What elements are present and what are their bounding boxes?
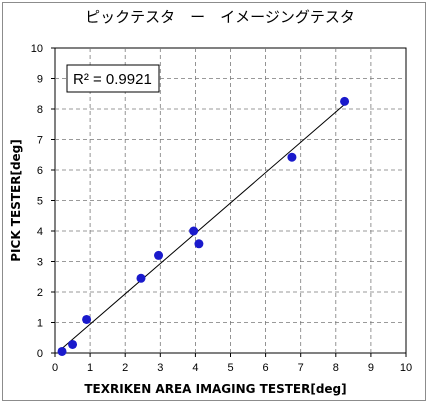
x-tick-label: 8 [333,362,339,374]
chart-title: ピックテスタ ー イメージングテスタ [85,8,355,26]
x-tick-label: 2 [122,362,128,374]
x-tick-label: 4 [192,362,198,374]
trendline-layer [58,102,347,352]
y-tick-label: 9 [37,74,43,86]
y-tick-label: 3 [37,257,43,269]
data-point [68,339,78,349]
data-point [154,250,164,260]
data-points [57,96,350,356]
x-tick-label: 6 [263,362,269,374]
y-tick-label: 2 [37,287,43,299]
grid-lines [51,47,407,357]
y-tick-label: 6 [37,165,43,177]
data-point [136,273,146,283]
x-axis-label: TEXRIKEN AREA IMAGING TESTER[deg] [84,382,346,396]
x-tick-label: 0 [52,362,58,374]
x-tick-label: 10 [400,362,412,374]
data-point [189,226,199,236]
tick-labels: 0 1 2 3 4 5 6 7 8 9 10 0 1 2 3 4 5 6 7 8 9 10 [31,43,412,374]
y-tick-label: 5 [37,196,43,208]
data-point [57,346,67,356]
y-tick-label: 7 [37,135,43,147]
x-tick-label: 5 [227,362,233,374]
y-tick-label: 0 [37,348,43,360]
x-tick-label: 9 [368,362,374,374]
data-point [340,96,350,106]
trendline [58,102,347,352]
y-tick-label: 8 [37,104,43,116]
r-squared-box: R² = 0.9921 [66,64,160,93]
x-tick-label: 7 [298,362,304,374]
data-point [287,152,297,162]
x-tick-label: 1 [87,362,93,374]
y-axis-label: PICK TESTER[deg] [9,139,23,261]
data-point [82,314,92,324]
y-tick-label: 4 [37,226,43,238]
x-tick-label: 3 [157,362,163,374]
data-point [194,239,204,249]
y-tick-label: 1 [37,318,43,330]
y-tick-label: 10 [31,43,43,55]
r-squared-label: R² = 0.9921 [73,71,152,88]
